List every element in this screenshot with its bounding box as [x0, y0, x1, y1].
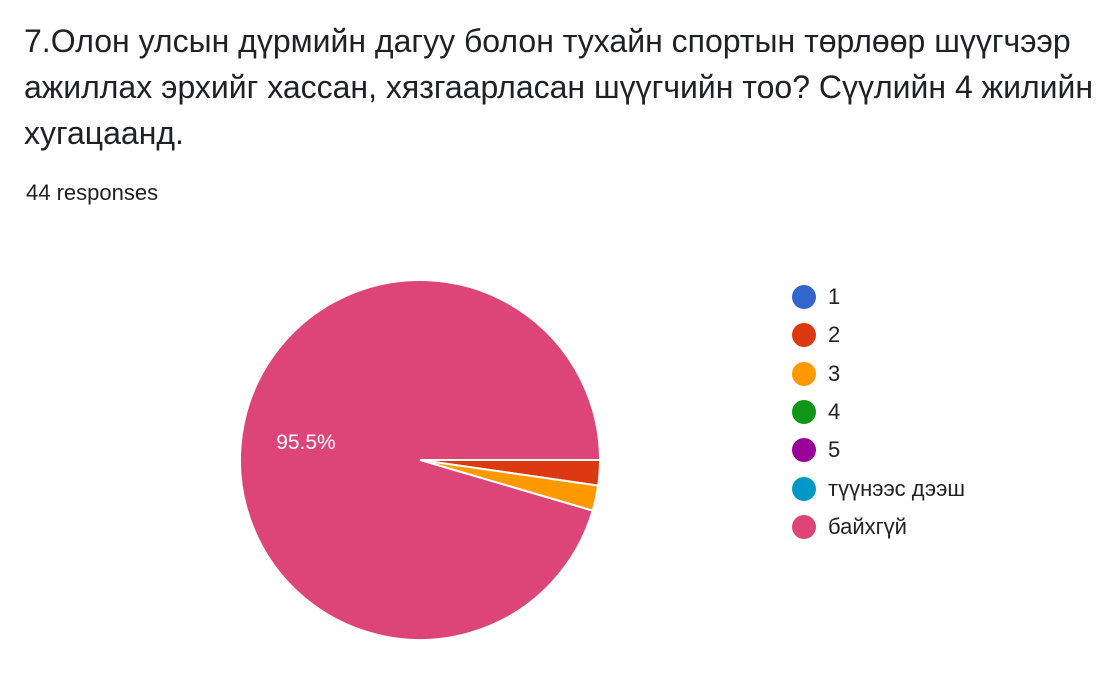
data-label-байхгүй: 95.5%	[276, 431, 336, 454]
question-title: 7.Олон улсын дүрмийн дагуу болон тухайн …	[24, 23, 1094, 151]
legend-label: 2	[828, 322, 841, 348]
legend-label: 3	[828, 360, 841, 386]
pie-slice-байхгүй[interactable]	[239, 279, 602, 641]
legend-swatch	[792, 400, 816, 425]
response-count: 44 responses	[26, 180, 159, 205]
legend-label: түүнээс дээш	[828, 475, 965, 501]
legend-item-2[interactable]: 2	[792, 316, 965, 354]
legend-item-түүнээс-дээш[interactable]: түүнээс дээш	[792, 469, 965, 507]
legend-swatch	[792, 323, 816, 348]
legend-swatch	[792, 438, 816, 463]
legend-swatch	[792, 476, 816, 501]
legend-label: 4	[828, 399, 841, 425]
legend-item-5[interactable]: 5	[792, 431, 965, 469]
legend-swatch	[792, 285, 816, 310]
legend-label: 5	[828, 437, 841, 463]
chart-legend: 1 2 3 4 5 түүнээс дээш байхгүй	[792, 278, 965, 546]
legend-item-3[interactable]: 3	[792, 355, 965, 393]
legend-swatch	[792, 361, 816, 386]
legend-item-1[interactable]: 1	[792, 278, 965, 316]
legend-swatch	[792, 514, 816, 539]
legend-label: 1	[828, 284, 841, 310]
legend-item-4[interactable]: 4	[792, 393, 965, 431]
legend-item-байхгүй[interactable]: байхгүй	[792, 508, 965, 546]
legend-label: байхгүй	[828, 513, 907, 539]
